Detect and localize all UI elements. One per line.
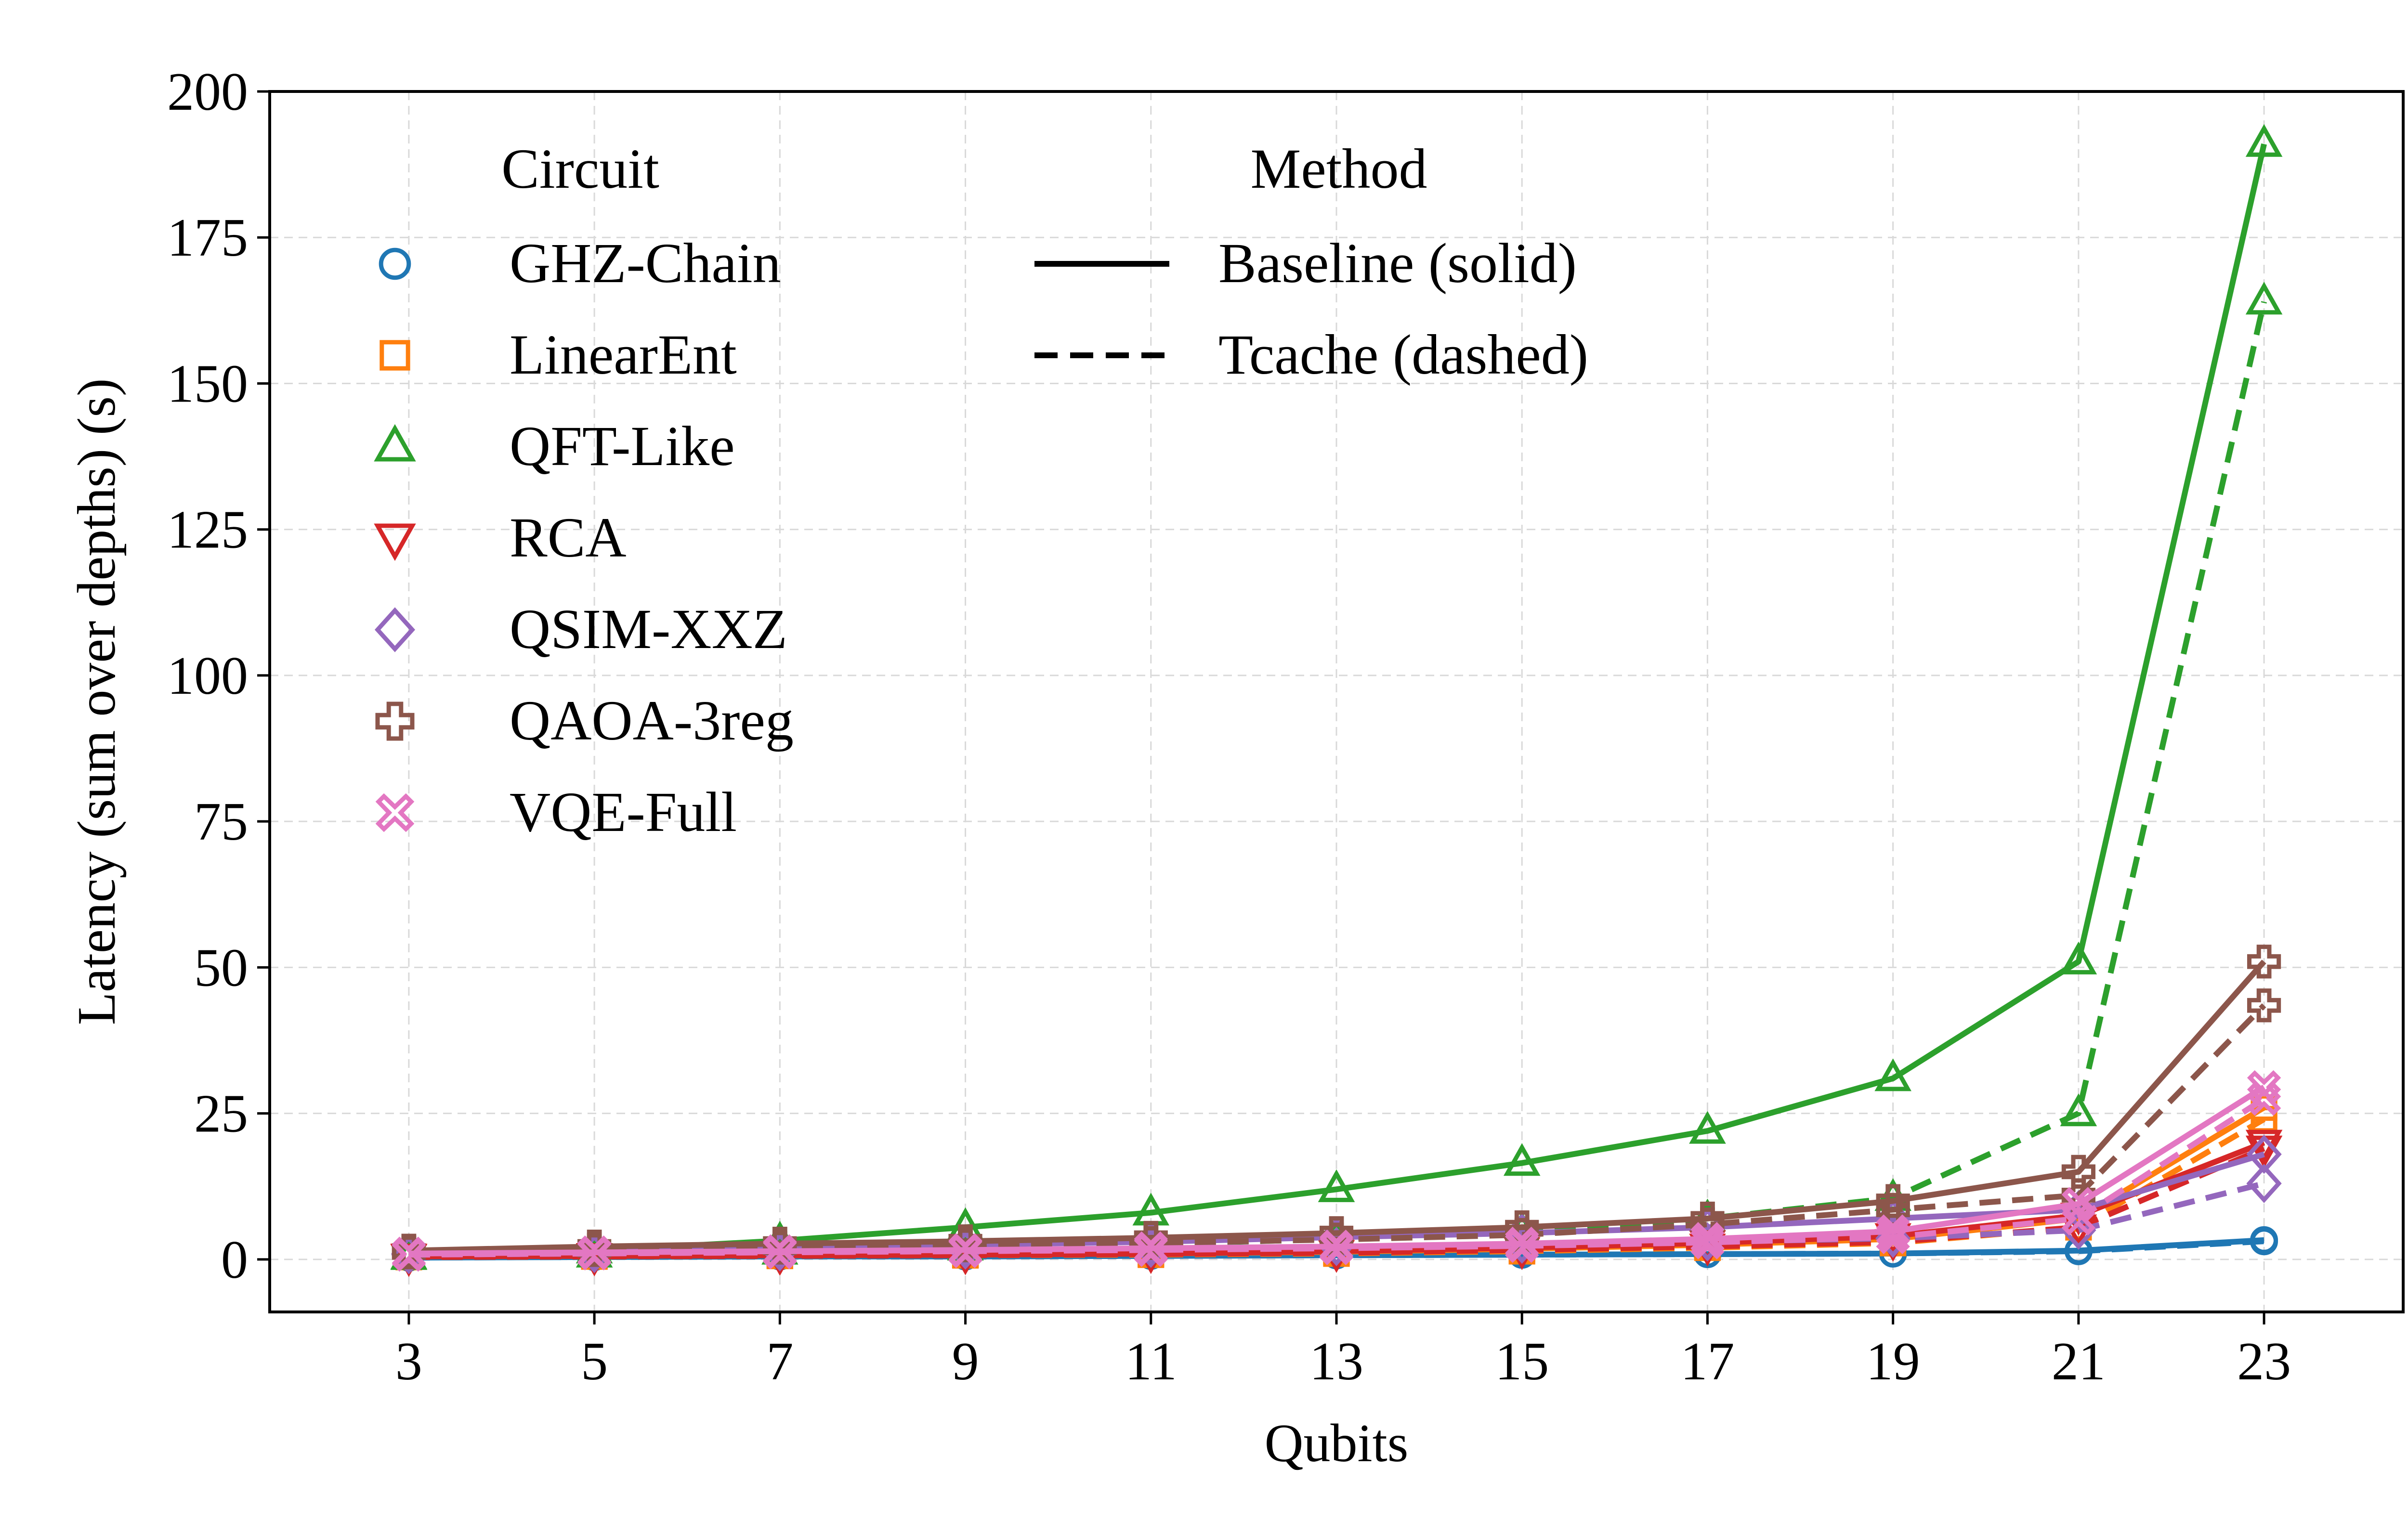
data-point-vqe-full-tcache xyxy=(1319,1231,1354,1265)
x-tick-label: 19 xyxy=(1866,1332,1920,1391)
series-line-vqe-full-tcache xyxy=(408,1096,2266,1258)
axis-ticks: 3 5 7 9 11 13 15 17 19 21 23 0 25 50 75 100 125 150 175 200 xyxy=(167,62,2291,1391)
x-tick-label: 13 xyxy=(1309,1332,1363,1391)
data-point-qft-like-tcache xyxy=(2245,282,2283,315)
y-tick-label: 100 xyxy=(167,646,248,706)
legend-marker-qft-like xyxy=(374,424,416,462)
legend-method-title: Method xyxy=(1250,137,1427,200)
data-point-vqe-full-tcache xyxy=(2061,1201,2096,1236)
x-tick-label: 11 xyxy=(1125,1332,1177,1391)
x-tick-label: 15 xyxy=(1495,1332,1549,1391)
data-point-vqe-full-tcache xyxy=(2247,1082,2281,1116)
data-point-vqe-full-tcache xyxy=(1690,1225,1725,1259)
series-line-qaoa-3reg-baseline xyxy=(408,960,2266,1254)
legend-label-ghz-chain: GHZ-Chain xyxy=(510,232,781,295)
x-axis-label: Qubits xyxy=(1265,1414,1409,1473)
data-point-qft-like-baseline xyxy=(1689,1111,1726,1144)
y-tick-label: 25 xyxy=(194,1084,248,1144)
legend-marker-qaoa-3reg xyxy=(375,701,415,741)
x-tick-label: 5 xyxy=(581,1332,608,1391)
legend-label-vqe-full: VQE-Full xyxy=(510,780,737,843)
data-point-qft-like-baseline xyxy=(2060,941,2097,974)
series-vqe-full xyxy=(392,1070,2281,1272)
data-point-vqe-full-baseline xyxy=(1876,1214,1910,1248)
legend-label-qaoa-3reg: QAOA-3reg xyxy=(510,689,794,752)
data-point-qaoa-3reg-tcache xyxy=(2247,988,2281,1023)
x-tick-label: 3 xyxy=(395,1332,422,1391)
data-point-qsim-xxz-baseline xyxy=(2246,1134,2282,1174)
data-point-vqe-full-tcache xyxy=(1134,1233,1168,1267)
data-point-vqe-full-tcache xyxy=(577,1236,612,1271)
y-tick-label: 200 xyxy=(167,62,248,122)
x-tick-label: 9 xyxy=(952,1332,979,1391)
legend-marker-vqe-full xyxy=(375,793,415,832)
data-point-vqe-full-baseline xyxy=(2061,1187,2096,1221)
data-point-qaoa-3reg-tcache xyxy=(1505,1218,1539,1252)
legend-marker-qsim-xxz xyxy=(374,607,416,652)
legend-item-qaoa-3reg: QAOA-3reg xyxy=(375,689,794,752)
data-point-vqe-full-tcache xyxy=(1876,1220,1910,1254)
legend-marker-linearent xyxy=(380,340,410,371)
x-tick-label: 7 xyxy=(766,1332,793,1391)
legend-item-tcache-dashed: Tcache (dashed) xyxy=(1034,323,1588,386)
legend-item-vqe-full: VQE-Full xyxy=(375,780,737,843)
data-point-qft-like-baseline xyxy=(1503,1143,1541,1176)
x-tick-label: 23 xyxy=(2237,1332,2291,1391)
y-tick-label: 125 xyxy=(167,500,248,560)
data-point-qsim-xxz-tcache xyxy=(2246,1164,2282,1203)
data-point-qft-like-baseline xyxy=(2245,124,2283,157)
y-tick-label: 175 xyxy=(167,208,248,268)
legend-item-linearent: LinearEnt xyxy=(380,323,737,386)
legend-item-qft-like: QFT-Like xyxy=(374,415,735,478)
legend: Circuit Method GHZ-Chain LinearEnt QFT-Like R… xyxy=(374,137,1588,843)
data-point-vqe-full-baseline xyxy=(1690,1222,1725,1256)
y-axis-label: Latency (sum over depths) (s) xyxy=(67,378,127,1025)
y-tick-label: 50 xyxy=(194,938,248,998)
y-tick-label: 0 xyxy=(221,1230,248,1290)
y-tick-label: 150 xyxy=(167,354,248,414)
data-point-vqe-full-tcache xyxy=(948,1234,982,1269)
data-point-qft-like-baseline xyxy=(1318,1169,1355,1202)
legend-label-qft-like: QFT-Like xyxy=(510,415,735,478)
x-tick-label: 17 xyxy=(1680,1332,1734,1391)
legend-item-rca: RCA xyxy=(374,506,627,569)
legend-label-rca: RCA xyxy=(510,506,627,569)
legend-label-tcache-dashed: Tcache (dashed) xyxy=(1218,323,1588,386)
legend-label-linearent: LinearEnt xyxy=(510,323,737,386)
legend-circuit-title: Circuit xyxy=(501,137,659,200)
legend-label-qsim-xxz: QSIM-XXZ xyxy=(510,597,787,661)
data-point-vqe-full-tcache xyxy=(763,1235,797,1270)
data-point-vqe-full-tcache xyxy=(1505,1229,1539,1263)
legend-marker-rca xyxy=(374,523,416,561)
data-point-ghz-chain-tcache xyxy=(2250,1227,2278,1256)
data-point-qft-like-tcache xyxy=(2060,1093,2097,1127)
data-point-vqe-full-tcache xyxy=(392,1237,426,1272)
legend-label-baseline-solid: Baseline (solid) xyxy=(1218,232,1577,295)
data-point-qft-like-baseline xyxy=(1874,1058,1911,1091)
data-point-qaoa-3reg-baseline xyxy=(2247,945,2281,979)
legend-item-ghz-chain: GHZ-Chain xyxy=(379,232,781,295)
data-series xyxy=(390,124,2283,1277)
legend-marker-ghz-chain xyxy=(379,247,411,280)
y-tick-label: 75 xyxy=(194,792,248,852)
legend-item-baseline-solid: Baseline (solid) xyxy=(1034,232,1577,295)
legend-item-qsim-xxz: QSIM-XXZ xyxy=(374,597,787,661)
x-tick-label: 21 xyxy=(2052,1332,2106,1391)
